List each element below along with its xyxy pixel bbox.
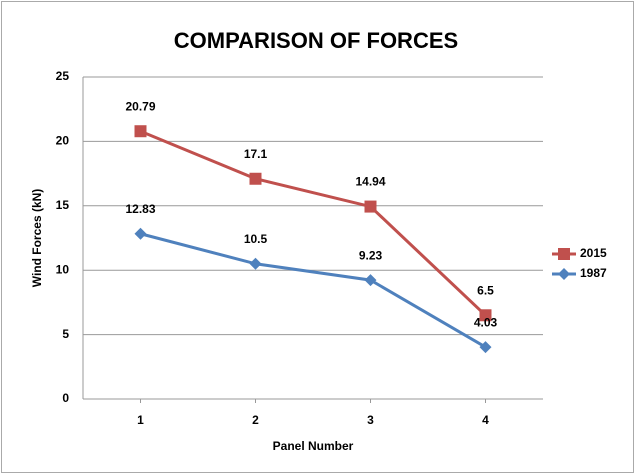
y-tick-label: 25 [56, 69, 70, 83]
y-axis-label: Wind Forces (kN) [30, 189, 44, 288]
data-label: 14.94 [355, 175, 385, 189]
marker [134, 227, 147, 240]
marker [479, 341, 492, 354]
x-tick-label: 3 [367, 413, 374, 427]
data-label: 4.03 [474, 315, 498, 329]
series-line [140, 232, 487, 349]
marker [364, 200, 377, 213]
legend-label: 2015 [580, 246, 607, 260]
chart-title: COMPARISON OF FORCES [174, 28, 458, 53]
marker [558, 268, 570, 280]
x-axis-label: Panel Number [273, 439, 354, 453]
x-tick-label: 2 [252, 413, 259, 427]
data-label: 9.23 [359, 248, 383, 262]
legend-label: 1987 [580, 266, 607, 280]
x-tick-label: 1 [137, 413, 144, 427]
marker [249, 172, 262, 185]
data-label: 12.83 [125, 202, 155, 216]
y-tick-label: 10 [56, 262, 70, 276]
y-tick-label: 5 [62, 327, 69, 341]
data-label: 6.5 [477, 283, 494, 297]
y-tick-label: 0 [62, 391, 69, 405]
marker [134, 125, 147, 138]
data-label: 10.5 [244, 232, 268, 246]
marker [479, 309, 492, 322]
x-tick-label: 4 [482, 413, 489, 427]
y-tick-label: 20 [56, 134, 70, 148]
marker [558, 248, 570, 260]
marker [364, 274, 377, 287]
y-tick-label: 15 [56, 198, 70, 212]
data-label: 20.79 [125, 99, 155, 113]
series-line [139, 129, 487, 317]
data-label: 17.1 [244, 147, 268, 161]
marker [249, 257, 262, 270]
